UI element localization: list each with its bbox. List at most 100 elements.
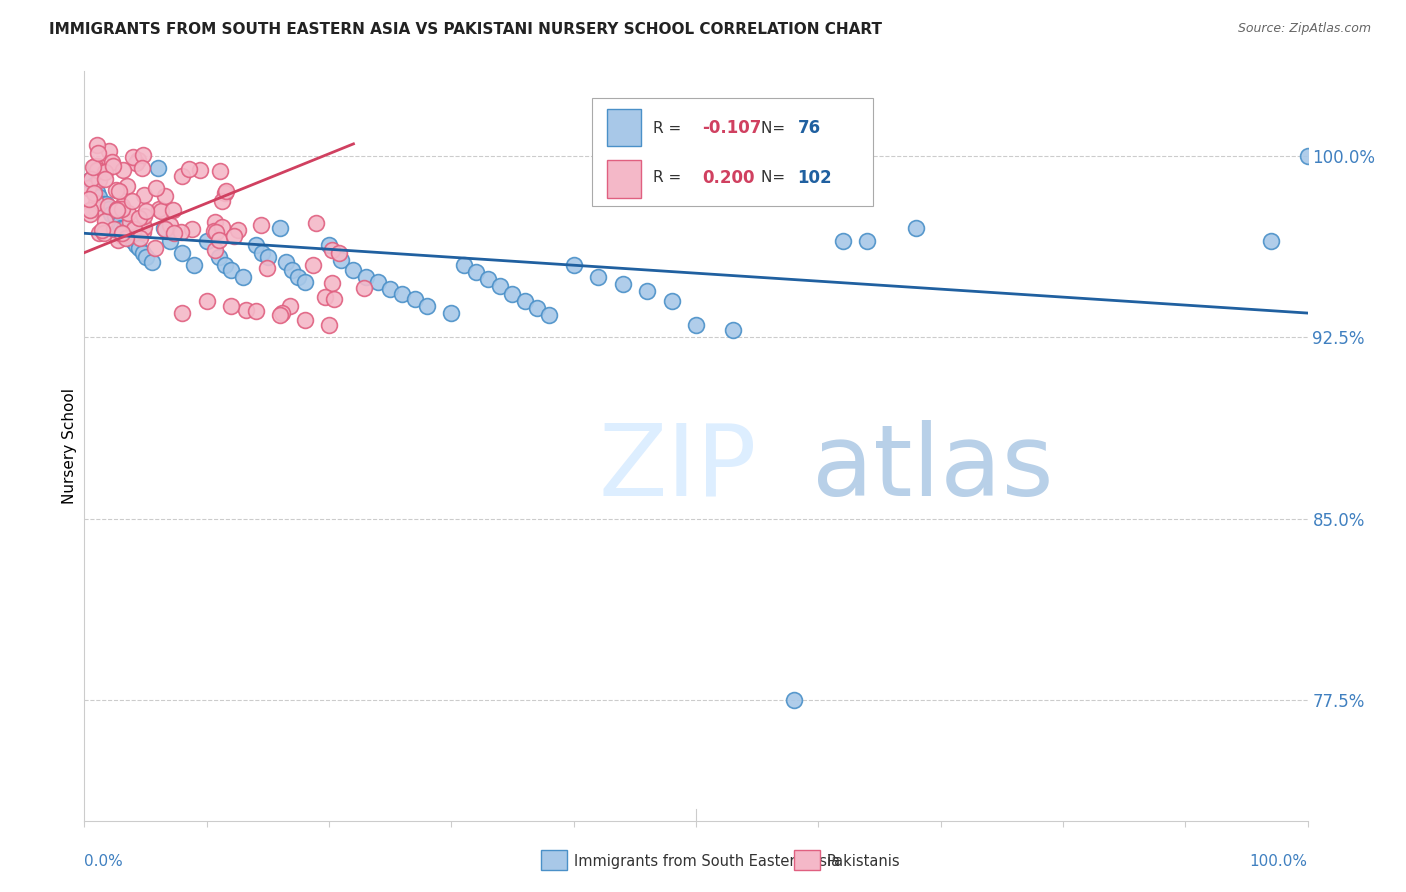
Point <box>153 222 176 236</box>
Point <box>208 233 231 247</box>
Point <box>115 227 138 241</box>
Bar <box>606 109 641 146</box>
Point <box>222 229 245 244</box>
Point <box>115 179 138 194</box>
Point <box>97 202 120 216</box>
Point <box>526 301 548 316</box>
Point <box>172 306 194 320</box>
Text: 76: 76 <box>797 119 821 137</box>
Point <box>79 207 101 221</box>
Point <box>104 183 127 197</box>
Point <box>105 203 128 218</box>
Point <box>103 222 125 236</box>
Point <box>84 202 107 216</box>
Point <box>82 160 104 174</box>
Point <box>453 258 475 272</box>
Point <box>105 202 128 216</box>
Point <box>287 269 309 284</box>
Point <box>685 318 707 333</box>
Point <box>831 234 853 248</box>
Point <box>111 202 134 216</box>
Point <box>107 217 129 231</box>
Point <box>153 188 176 202</box>
Point <box>477 272 499 286</box>
Point <box>489 279 512 293</box>
Point <box>235 303 257 318</box>
Point <box>86 159 108 173</box>
Point <box>342 262 364 277</box>
Point <box>100 207 122 221</box>
Point <box>513 293 536 308</box>
Point <box>322 292 344 306</box>
Point <box>1260 234 1282 248</box>
Point <box>188 163 211 178</box>
Point <box>502 286 524 301</box>
Point <box>111 199 134 213</box>
Point <box>110 221 132 235</box>
Point <box>661 293 683 308</box>
Text: -0.107: -0.107 <box>702 119 762 137</box>
Point <box>305 216 328 230</box>
Point <box>122 150 145 164</box>
Y-axis label: Nursery School: Nursery School <box>62 388 77 504</box>
Text: Source: ZipAtlas.com: Source: ZipAtlas.com <box>1237 22 1371 36</box>
Point <box>214 258 236 272</box>
Point <box>202 224 225 238</box>
Point <box>219 262 242 277</box>
Point <box>440 306 463 320</box>
Text: R =: R = <box>654 120 686 136</box>
Point <box>269 221 291 235</box>
Point <box>107 233 129 247</box>
Point <box>278 299 301 313</box>
Point <box>132 245 155 260</box>
Point <box>215 184 238 198</box>
Point <box>145 181 167 195</box>
Bar <box>606 160 641 197</box>
Bar <box>592 97 873 206</box>
Point <box>172 245 194 260</box>
Point <box>117 206 139 220</box>
Point <box>97 199 120 213</box>
Point <box>353 281 375 295</box>
Point <box>128 241 150 255</box>
Point <box>162 203 184 218</box>
Point <box>86 145 108 160</box>
Point <box>87 190 110 204</box>
Point <box>93 165 115 179</box>
Point <box>91 223 114 237</box>
Point <box>163 226 186 240</box>
Point <box>318 318 340 333</box>
Point <box>108 185 131 199</box>
Point <box>301 258 323 272</box>
Point <box>120 231 142 245</box>
Point <box>93 164 115 178</box>
Point <box>153 221 176 235</box>
Point <box>132 219 155 234</box>
Point <box>257 251 280 265</box>
Point <box>86 163 108 178</box>
Text: 0.200: 0.200 <box>702 169 755 187</box>
Point <box>121 194 143 208</box>
Point <box>79 173 101 187</box>
Point <box>180 221 202 235</box>
Point <box>159 234 181 248</box>
Point <box>404 292 426 306</box>
Point <box>125 156 148 170</box>
Text: N=: N= <box>761 170 790 186</box>
Point <box>330 252 353 267</box>
Point <box>129 231 152 245</box>
Point <box>721 323 744 337</box>
Point <box>318 238 340 252</box>
Text: atlas: atlas <box>813 420 1054 517</box>
Point <box>97 145 120 159</box>
Point <box>464 265 486 279</box>
Point <box>87 173 110 187</box>
Point <box>214 186 236 201</box>
Point <box>122 234 145 248</box>
Point <box>391 286 413 301</box>
Point <box>367 275 389 289</box>
Point <box>179 162 201 177</box>
Point <box>538 309 561 323</box>
Point <box>204 243 226 257</box>
Point <box>91 197 114 211</box>
